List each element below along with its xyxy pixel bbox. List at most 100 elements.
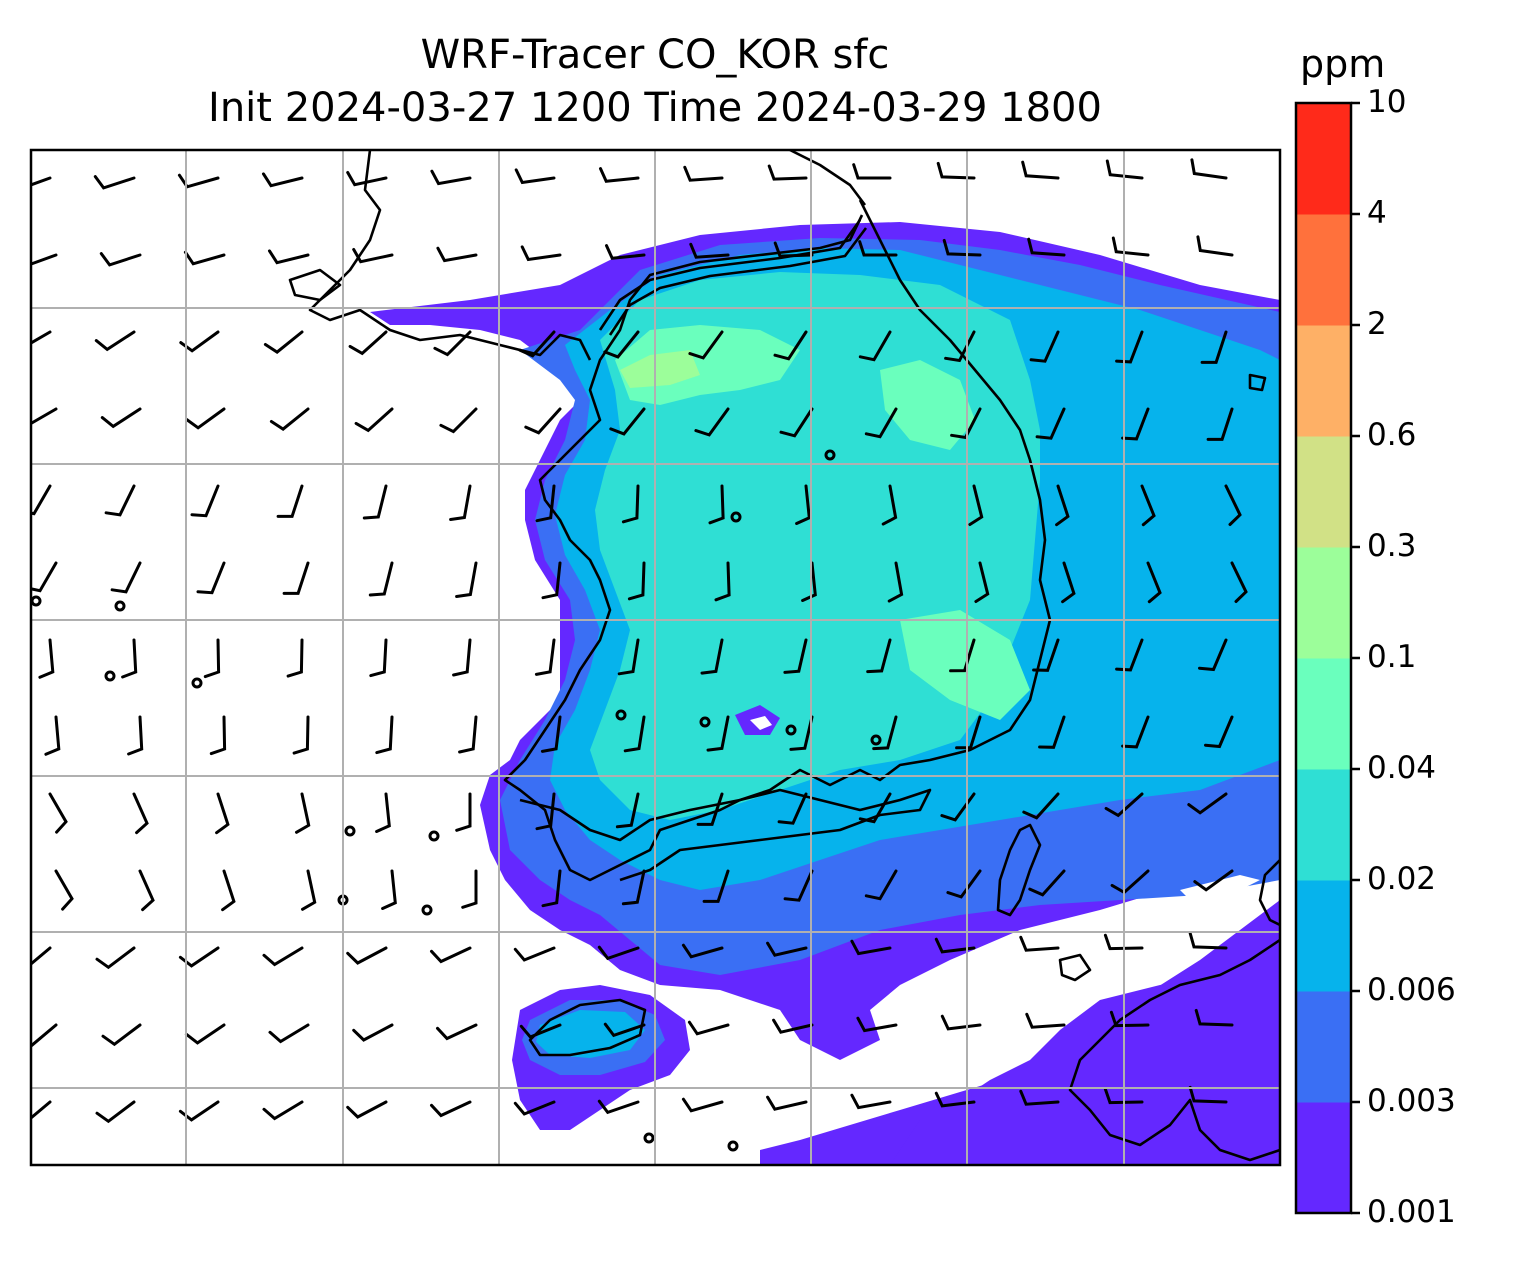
wind-barb (31, 946, 52, 966)
coastline-dmz-a (598, 219, 862, 331)
wind-barb (262, 1100, 304, 1121)
wind-barb (535, 792, 556, 831)
wind-barb (369, 638, 388, 678)
wind-barb (950, 407, 982, 440)
wind-barb (524, 407, 562, 435)
wind-barb (1038, 715, 1066, 749)
wind-barb (381, 869, 397, 910)
calm-marker (785, 724, 797, 736)
map-frame (29, 148, 1282, 1167)
colorbar-tick-label: 2 (1367, 306, 1387, 342)
wind-barb (183, 250, 226, 266)
wind-barb (269, 407, 310, 431)
wind-barb (346, 946, 388, 965)
wind-barb (514, 168, 556, 185)
wind-barb (1204, 715, 1234, 749)
wind-barb (858, 240, 898, 257)
wind-barb (455, 792, 472, 832)
wind-barb (1187, 792, 1228, 815)
tracer-concentration-field (370, 222, 1280, 1165)
map-gridlines (31, 150, 1280, 1165)
wind-barb (518, 330, 556, 358)
colorbar (1294, 101, 1360, 1215)
wind-barb (282, 561, 310, 595)
wind-barb (681, 943, 724, 959)
wind-barb (773, 241, 814, 258)
wind-barb (1115, 638, 1144, 672)
wind-barb (541, 561, 562, 600)
wind-barb (177, 173, 220, 189)
wind-barb (196, 561, 226, 595)
calm-marker (421, 904, 433, 916)
colorbar-tick-label: 10 (1367, 84, 1407, 120)
wind-barb (864, 407, 898, 439)
wind-barb (1032, 638, 1060, 672)
wind-barb (696, 792, 724, 826)
wind-barb (946, 869, 982, 899)
wind-barb (852, 163, 892, 180)
wind-barb (772, 1018, 814, 1034)
colorbar-segment (1296, 436, 1351, 548)
wind-barb (368, 561, 394, 597)
coastlines (288, 150, 1280, 1162)
wind-barb (132, 792, 149, 835)
contour-level-0-04-b (880, 360, 975, 450)
wind-barb (48, 792, 68, 834)
wind-barb (436, 246, 478, 263)
colorbar-tick-label: 0.006 (1367, 972, 1456, 1008)
wind-barb (1105, 159, 1144, 180)
wind-barb (301, 869, 317, 911)
wind-barb (687, 1020, 730, 1036)
wind-barb (1029, 330, 1060, 363)
wind-barb (185, 407, 226, 430)
wind-barb (688, 330, 724, 360)
coastline-north-east (789, 150, 867, 206)
wind-barb (850, 1093, 892, 1110)
colorbar-tick-label: 0.3 (1367, 528, 1417, 564)
wind-barb (700, 638, 724, 675)
wind-barb (93, 175, 136, 190)
colorbar-segment (1296, 1102, 1351, 1214)
colorbar-segment (1296, 103, 1351, 215)
wind-barb (178, 1100, 220, 1122)
calm-marker (104, 670, 116, 682)
wind-barb (534, 638, 556, 676)
wind-barb (295, 792, 311, 834)
wind-barb (683, 165, 724, 182)
wind-barb (1206, 407, 1234, 441)
wind-barb (430, 946, 472, 964)
wind-barb (209, 715, 227, 756)
wind-barb (1109, 1010, 1150, 1028)
wind-barb (121, 638, 138, 679)
calm-marker (730, 511, 742, 523)
wind-barb (430, 1100, 472, 1118)
wind-barb (1103, 933, 1144, 951)
wind-barb (535, 484, 556, 523)
wind-barb (1115, 330, 1144, 364)
calm-marker (643, 1132, 655, 1144)
wind-barb (31, 561, 58, 593)
wind-barb (621, 869, 646, 906)
coastline-korea-peninsula (503, 199, 1052, 882)
wind-barb (708, 484, 725, 525)
wind-barb (1198, 638, 1228, 672)
wind-barb (375, 792, 391, 833)
wind-barb (540, 715, 562, 753)
wind-barb (54, 869, 74, 911)
wind-barb (1104, 792, 1144, 818)
wind-barb (714, 561, 731, 602)
wind-barb (520, 245, 562, 262)
calm-wind-markers (31, 449, 882, 1152)
wind-barb (203, 638, 221, 679)
wind-barb (1146, 561, 1162, 604)
wind-barb (1111, 236, 1150, 257)
colorbar-tick-label: 4 (1367, 195, 1387, 231)
wind-barb (263, 330, 304, 354)
calm-marker (191, 677, 203, 689)
wind-barb (603, 1022, 646, 1038)
contour-clear-gap (1180, 875, 1260, 900)
wind-barb (179, 330, 220, 353)
wind-barb (352, 1023, 394, 1042)
wind-barb (178, 946, 220, 968)
calm-marker (699, 716, 711, 728)
